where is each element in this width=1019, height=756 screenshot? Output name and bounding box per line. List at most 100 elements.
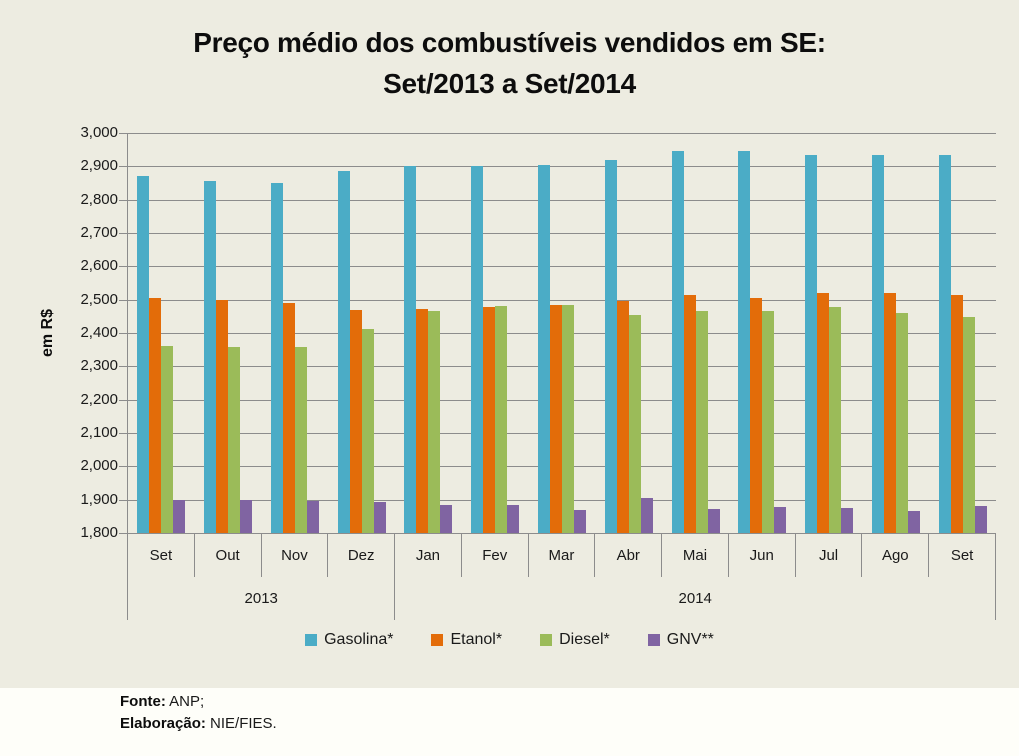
footer-elaboration-line: Elaboração: NIE/FIES. [120, 713, 277, 735]
y-axis-tick-label: 2,000 [80, 457, 118, 475]
y-axis-tick-label: 1,900 [80, 490, 118, 508]
legend-item-gasolina: Gasolina* [305, 631, 393, 649]
y-axis-tick [119, 466, 127, 468]
legend-label-diesel: Diesel* [559, 631, 610, 648]
bar-diesel-jan-4 [428, 311, 441, 533]
legend: Gasolina* Etanol* Diesel* GNV** [0, 630, 1019, 650]
bar-diesel-out-1 [228, 347, 241, 533]
bar-etanol-jul-10 [817, 293, 830, 533]
bar-etanol-set-0 [149, 298, 162, 533]
bar-gasolina-nov-2 [270, 183, 283, 533]
x-year-2013: 2013 [128, 577, 396, 620]
y-axis-tick [119, 199, 127, 201]
legend-swatch-diesel [540, 634, 553, 646]
bar-gnv-set-12 [974, 506, 987, 533]
bar-diesel-abr-7 [628, 314, 641, 533]
y-axis-tick [119, 299, 127, 301]
bar-etanol-abr-7 [616, 301, 629, 533]
footer-source-label: Fonte: [120, 693, 166, 710]
bar-gnv-abr-7 [640, 498, 653, 533]
bar-etanol-out-1 [216, 299, 229, 533]
bar-gnv-mar-6 [574, 509, 586, 533]
x-label-jan-4: Jan [395, 534, 462, 577]
bar-gnv-jan-4 [440, 504, 453, 533]
y-axis-tick-label: 2,400 [80, 324, 118, 341]
bar-diesel-fev-5 [495, 305, 508, 533]
chart-title-line1: Preço médio dos combustíveis vendidos em… [193, 27, 826, 58]
bar-gasolina-set-12 [938, 154, 951, 533]
bar-gasolina-ago-11 [871, 154, 884, 533]
bar-diesel-mar-6 [562, 305, 574, 533]
x-axis-month-labels: Set Out Nov Dez Jan Fev Mar Abr Mai Jun Jul Ago Set [127, 534, 996, 577]
y-axis-tick-label: 2,500 [80, 290, 118, 308]
bar-diesel-set-12 [962, 317, 975, 533]
x-label-set-0: Set [128, 534, 195, 577]
y-axis-tick [119, 266, 127, 268]
bar-diesel-mai-8 [695, 311, 708, 533]
x-label-jul-10: Jul [796, 534, 863, 577]
bar-diesel-dez-3 [361, 329, 374, 533]
bar-gasolina-out-1 [204, 181, 217, 533]
bar-etanol-fev-5 [483, 307, 496, 533]
bar-gnv-jun-9 [774, 507, 787, 533]
legend-label-gasolina: Gasolina* [324, 631, 394, 648]
bar-gnv-ago-11 [907, 511, 920, 533]
footer-source-line: Fonte: ANP; [120, 691, 277, 713]
bar-gasolina-set-0 [137, 176, 150, 533]
chart-title-line2: Set/2013 a Set/2014 [383, 68, 636, 100]
legend-item-diesel: Diesel* [540, 631, 610, 649]
bar-etanol-ago-11 [883, 293, 896, 533]
bar-etanol-dez-3 [349, 310, 362, 533]
y-axis-tick [119, 233, 127, 234]
bar-gasolina-mar-6 [538, 164, 550, 533]
bar-gnv-dez-3 [373, 502, 386, 533]
bar-diesel-jul-10 [829, 307, 842, 533]
x-label-abr-7: Abr [595, 534, 663, 577]
legend-swatch-gnv [647, 634, 660, 646]
x-axis-year-labels: 2013 2014 [127, 577, 996, 620]
bar-gnv-mai-8 [707, 509, 720, 533]
x-label-out-1: Out [195, 534, 262, 577]
y-axis-tick-label: 2,900 [80, 157, 118, 175]
y-axis-tick-label: 3,000 [80, 124, 118, 141]
y-axis-tick-label: 2,300 [80, 357, 118, 375]
y-axis-tick [119, 366, 127, 368]
x-label-fev-5: Fev [462, 534, 529, 577]
legend-item-gnv: GNV** [647, 631, 714, 649]
bar-diesel-nov-2 [294, 347, 307, 533]
x-label-mar-6: Mar [529, 534, 596, 577]
plot-area [119, 133, 996, 534]
bar-diesel-jun-9 [762, 311, 775, 533]
y-axis-tick-label: 2,100 [80, 424, 118, 441]
bar-gnv-jul-10 [841, 507, 854, 533]
chart-background [0, 0, 1019, 688]
y-axis-tick-label: 1,800 [80, 524, 118, 541]
y-axis-tick [119, 333, 127, 334]
bar-etanol-jun-9 [750, 298, 763, 533]
bar-etanol-jan-4 [416, 309, 429, 533]
bar-gasolina-fev-5 [471, 166, 484, 533]
y-axis-tick-label: 2,200 [80, 390, 118, 408]
y-axis-tick [119, 499, 127, 501]
legend-swatch-gasolina [305, 634, 318, 646]
bar-gasolina-mai-8 [671, 151, 684, 533]
footer-notes: Fonte: ANP; Elaboração: NIE/FIES. [120, 691, 277, 735]
x-label-mai-8: Mai [662, 534, 729, 577]
bar-gnv-set-0 [173, 499, 186, 533]
bar-diesel-set-0 [161, 346, 174, 533]
footer-source-value: ANP; [169, 693, 205, 710]
bar-gasolina-abr-7 [604, 159, 617, 533]
x-label-jun-9: Jun [729, 534, 796, 577]
gridline [128, 266, 996, 268]
x-label-ago-11: Ago [862, 534, 930, 577]
footer-elaboration-value: NIE/FIES. [210, 715, 277, 732]
y-axis-tick [119, 433, 127, 434]
bar-gnv-out-1 [240, 499, 253, 533]
chart-title: Preço médio dos combustíveis vendidos em… [0, 22, 1019, 105]
footer-elaboration-label: Elaboração: [120, 715, 206, 732]
bar-gnv-nov-2 [306, 501, 319, 533]
y-axis-tick [119, 533, 127, 534]
y-axis-tick [119, 399, 127, 401]
bar-etanol-mai-8 [683, 294, 696, 533]
